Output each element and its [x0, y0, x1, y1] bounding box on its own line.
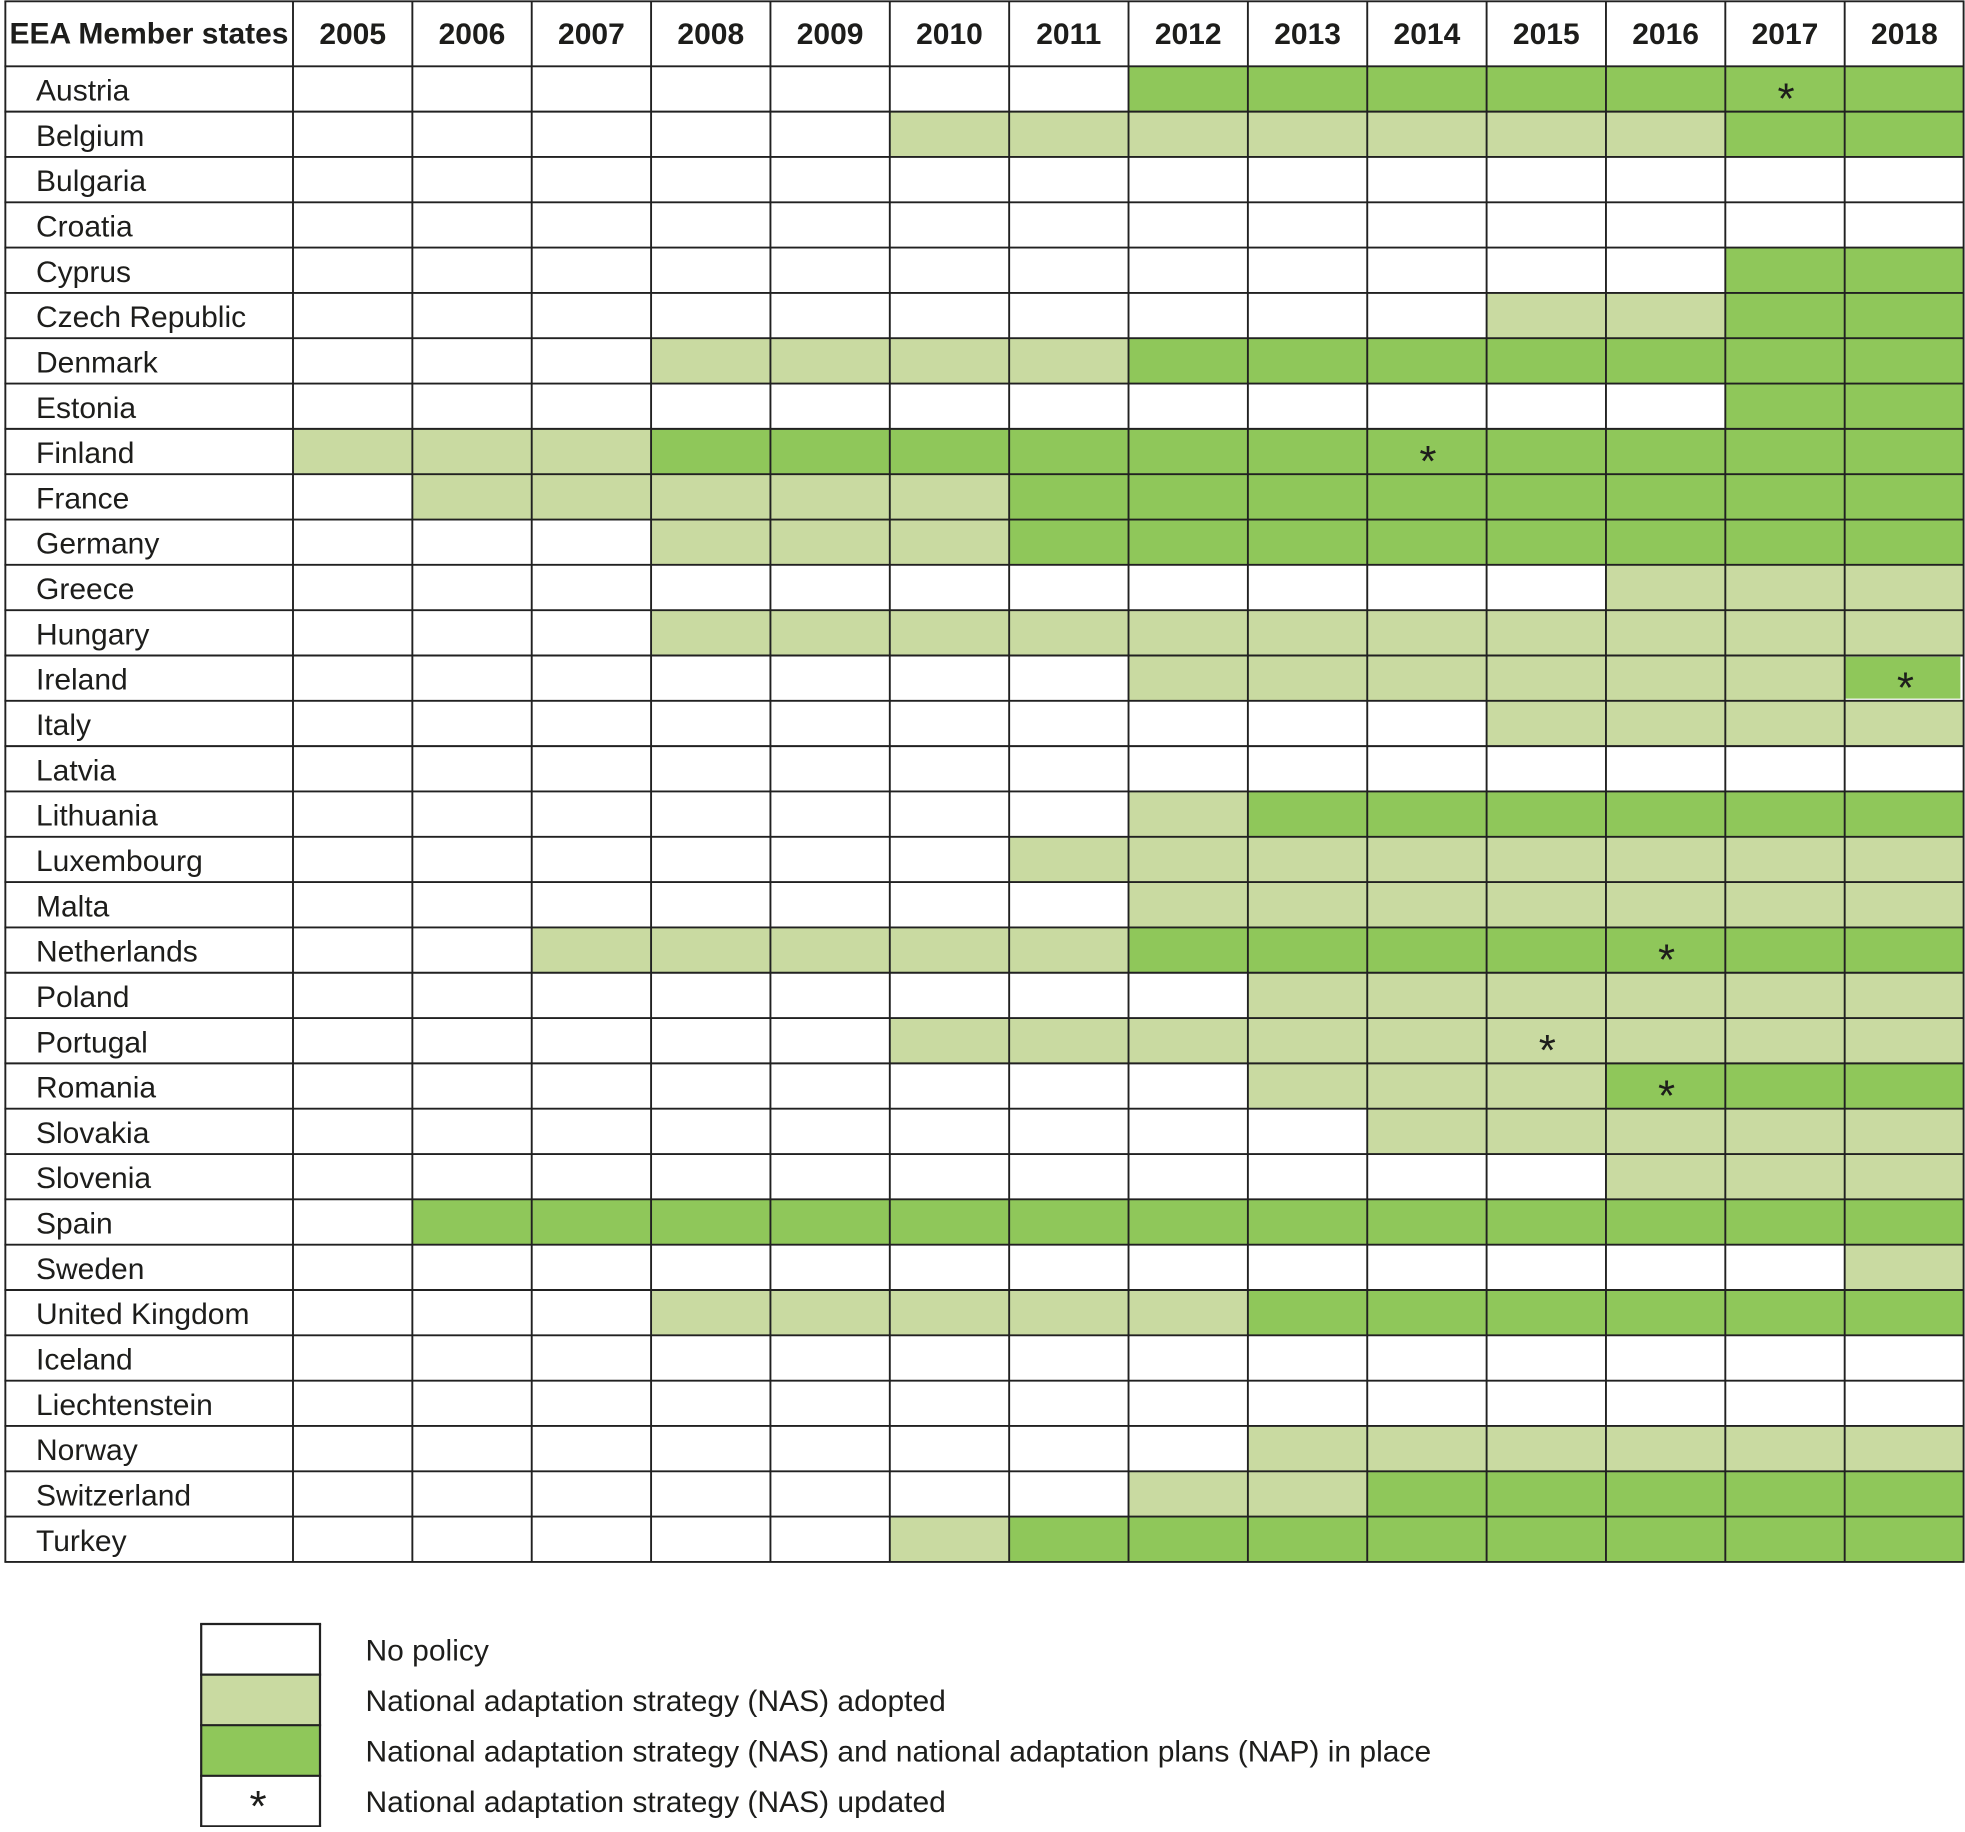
svg-text:Lithuania: Lithuania	[36, 800, 158, 833]
svg-text:2009: 2009	[797, 18, 864, 51]
svg-text:No policy: No policy	[366, 1634, 489, 1667]
svg-text:Cyprus: Cyprus	[36, 256, 131, 289]
svg-text:EEA Member states: EEA Member states	[10, 18, 289, 51]
svg-text:Denmark: Denmark	[36, 346, 159, 379]
svg-text:Belgium: Belgium	[36, 120, 144, 153]
svg-text:Austria: Austria	[36, 75, 130, 108]
svg-text:Czech Republic: Czech Republic	[36, 301, 246, 334]
svg-text:Latvia: Latvia	[36, 754, 116, 787]
svg-text:Croatia: Croatia	[36, 211, 133, 244]
svg-text:Romania: Romania	[36, 1072, 156, 1105]
svg-text:Hungary: Hungary	[36, 618, 149, 651]
svg-text:Liechtenstein: Liechtenstein	[36, 1389, 213, 1422]
svg-text:2007: 2007	[558, 18, 625, 51]
svg-text:United Kingdom: United Kingdom	[36, 1298, 249, 1331]
svg-text:Ireland: Ireland	[36, 664, 128, 697]
svg-text:2016: 2016	[1632, 18, 1699, 51]
svg-text:*: *	[1658, 936, 1675, 985]
svg-text:France: France	[36, 482, 129, 515]
svg-text:*: *	[1539, 1026, 1556, 1075]
svg-text:*: *	[250, 1782, 267, 1827]
svg-text:2015: 2015	[1513, 18, 1580, 51]
svg-text:Malta: Malta	[36, 890, 110, 923]
svg-text:2018: 2018	[1871, 18, 1938, 51]
svg-text:Greece: Greece	[36, 573, 134, 606]
svg-text:*: *	[1658, 1072, 1675, 1121]
svg-text:Portugal: Portugal	[36, 1026, 148, 1059]
svg-text:Poland: Poland	[36, 981, 129, 1014]
svg-text:Luxembourg: Luxembourg	[36, 845, 203, 878]
svg-text:Bulgaria: Bulgaria	[36, 165, 146, 198]
svg-text:Sweden: Sweden	[36, 1253, 144, 1286]
svg-text:Norway: Norway	[36, 1434, 138, 1467]
svg-text:Spain: Spain	[36, 1208, 113, 1241]
svg-text:Netherlands: Netherlands	[36, 936, 198, 969]
svg-text:*: *	[1419, 437, 1436, 486]
svg-text:National adaptation strategy (: National adaptation strategy (NAS) and n…	[366, 1736, 1432, 1769]
svg-text:*: *	[1777, 75, 1794, 124]
svg-text:Finland: Finland	[36, 437, 134, 470]
svg-text:National adaptation strategy (: National adaptation strategy (NAS) adopt…	[366, 1685, 946, 1718]
svg-text:2011: 2011	[1036, 18, 1101, 51]
svg-text:Germany: Germany	[36, 528, 159, 561]
svg-text:Switzerland: Switzerland	[36, 1480, 191, 1513]
svg-text:2010: 2010	[916, 18, 983, 51]
svg-text:Estonia: Estonia	[36, 392, 136, 425]
svg-text:Iceland: Iceland	[36, 1344, 133, 1377]
svg-text:Slovakia: Slovakia	[36, 1117, 150, 1150]
svg-text:National adaptation strategy (: National adaptation strategy (NAS) updat…	[366, 1786, 946, 1819]
svg-text:2012: 2012	[1155, 18, 1222, 51]
svg-text:2006: 2006	[439, 18, 506, 51]
svg-text:Turkey: Turkey	[36, 1525, 127, 1558]
svg-text:2017: 2017	[1752, 18, 1819, 51]
svg-text:Italy: Italy	[36, 709, 91, 742]
svg-text:2008: 2008	[677, 18, 744, 51]
svg-text:2013: 2013	[1274, 18, 1341, 51]
svg-text:2014: 2014	[1394, 18, 1461, 51]
svg-text:*: *	[1897, 664, 1914, 713]
svg-text:Slovenia: Slovenia	[36, 1162, 151, 1195]
svg-text:2005: 2005	[319, 18, 386, 51]
